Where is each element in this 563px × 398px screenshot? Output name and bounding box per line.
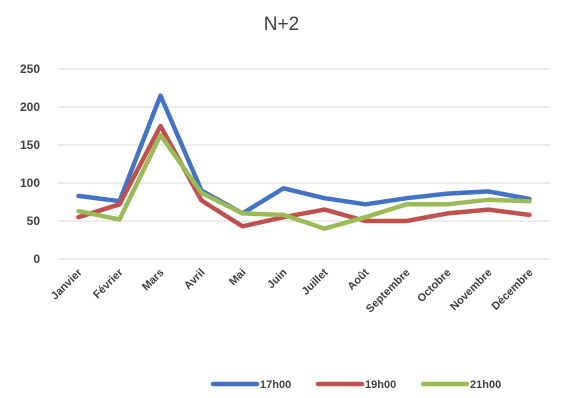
legend-label: 17h00 — [260, 379, 291, 391]
y-tick-label: 200 — [20, 100, 40, 114]
series-line-21h00 — [76, 132, 532, 231]
legend: 17h00 19h00 21h00 — [210, 379, 501, 391]
legend-label: 21h00 — [470, 379, 501, 391]
legend-label: 19h00 — [365, 379, 396, 391]
x-tick-label: Mars — [140, 267, 167, 294]
series-line-19h00 — [76, 123, 532, 229]
x-tick-label: Novembre — [448, 267, 495, 314]
chart-title: N+2 — [263, 14, 300, 35]
x-tick-label: Janvier — [49, 266, 85, 302]
x-tick-label: Avril — [182, 267, 207, 292]
x-tick-label: Octobre — [415, 267, 453, 305]
x-tick-label: Mai — [227, 267, 248, 288]
x-tick-label: Décembre — [490, 267, 536, 313]
x-tick-label: Juillet — [300, 266, 331, 297]
y-tick-label: 50 — [27, 214, 41, 228]
series-line-17h00 — [76, 93, 532, 216]
x-tick-label: Février — [91, 266, 126, 301]
y-tick-label: 0 — [33, 252, 40, 266]
series-lines — [76, 93, 532, 231]
x-tick-label: Juin — [265, 266, 290, 291]
y-tick-label: 250 — [20, 62, 40, 76]
x-axis-ticks: Janvier Février Mars Avril Mai Juin Juillet Aoû… — [49, 266, 536, 315]
x-tick-label: Août — [345, 266, 371, 292]
y-axis-ticks: 0 50 100 150 200 250 — [20, 62, 40, 266]
y-tick-label: 150 — [20, 138, 40, 152]
y-tick-label: 100 — [20, 176, 40, 190]
x-tick-label: Septembre — [364, 267, 413, 316]
